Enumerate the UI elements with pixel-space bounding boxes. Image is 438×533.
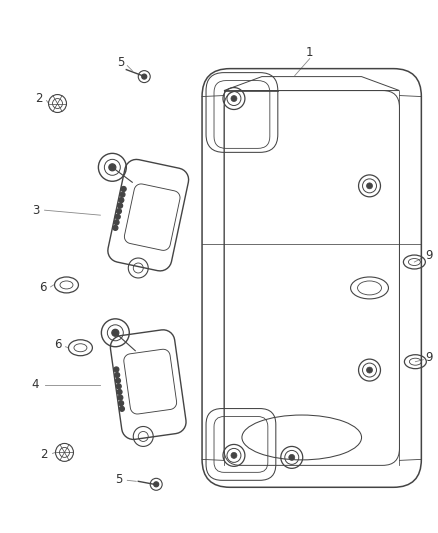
Text: 9: 9 [426, 248, 433, 262]
Text: 1: 1 [306, 46, 314, 59]
Text: 2: 2 [35, 92, 42, 105]
Circle shape [367, 183, 372, 189]
Text: 5: 5 [115, 473, 122, 486]
Circle shape [121, 187, 126, 191]
Circle shape [115, 214, 120, 219]
Circle shape [119, 401, 124, 406]
Circle shape [231, 453, 237, 458]
Circle shape [289, 455, 295, 461]
Text: 6: 6 [54, 338, 61, 351]
Circle shape [115, 373, 120, 377]
Circle shape [116, 378, 120, 383]
Text: 3: 3 [32, 204, 39, 217]
Text: 4: 4 [32, 378, 39, 391]
Circle shape [142, 74, 147, 79]
Circle shape [154, 482, 159, 487]
Circle shape [117, 390, 122, 394]
Circle shape [118, 203, 123, 208]
Circle shape [116, 384, 121, 389]
Circle shape [119, 198, 124, 203]
Circle shape [120, 406, 124, 411]
Circle shape [114, 367, 119, 372]
Circle shape [114, 220, 119, 225]
Text: 2: 2 [40, 448, 47, 461]
Circle shape [118, 395, 123, 400]
Text: 6: 6 [39, 281, 46, 294]
Text: 5: 5 [117, 56, 124, 69]
Circle shape [120, 192, 125, 197]
Circle shape [109, 164, 116, 171]
Circle shape [113, 225, 118, 230]
Circle shape [367, 367, 372, 373]
Circle shape [112, 329, 119, 336]
Circle shape [117, 209, 121, 214]
Circle shape [231, 95, 237, 101]
Text: 9: 9 [426, 351, 433, 364]
